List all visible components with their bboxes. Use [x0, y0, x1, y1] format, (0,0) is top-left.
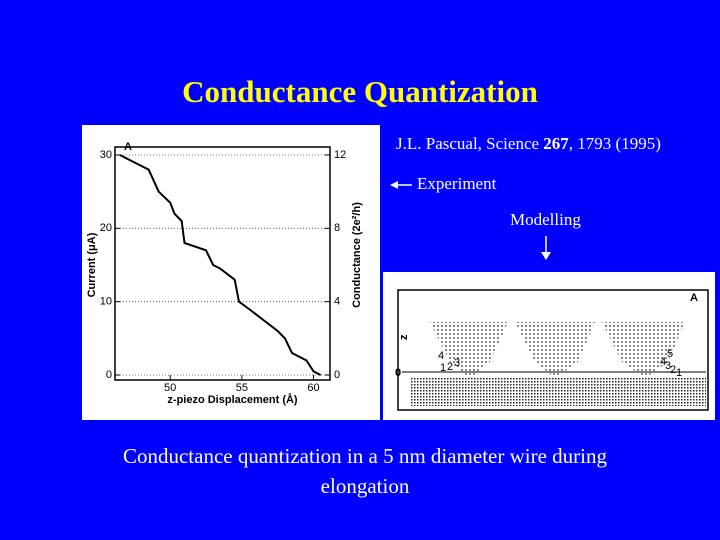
arrow-head: [541, 252, 551, 260]
ref-text: , 1793 (1995): [568, 134, 661, 153]
sim-tip: [430, 322, 508, 378]
sim-number: 3: [454, 357, 460, 369]
modelling-label: Modelling: [510, 210, 581, 229]
sim-tip: [515, 322, 595, 378]
sim-number: 1: [440, 362, 446, 374]
ref-text: J.L. Pascual, Science: [396, 134, 544, 153]
y-tick-label: 30: [100, 149, 112, 161]
sim-zero-label: 0: [395, 367, 401, 379]
y-tick-label: 20: [100, 222, 112, 234]
arrow-head: [390, 181, 398, 189]
sim-number: 4: [660, 356, 666, 368]
sim-frame: [397, 289, 709, 411]
sim-number: 3: [665, 360, 671, 372]
reference: J.L. Pascual, Science 267, 1793 (1995): [396, 134, 661, 154]
sim-number: 4: [438, 350, 444, 362]
x-axis-label: z-piezo Displacement (Å): [167, 393, 298, 406]
sim-number: 1: [676, 367, 682, 379]
ref-volume: 267: [543, 134, 569, 153]
x-tick-label: 55: [236, 382, 248, 394]
y-axis-label: Current (μA): [86, 232, 98, 297]
experiment-label: Experiment: [417, 174, 497, 193]
y2-tick-label: 0: [334, 369, 340, 381]
sim-tip: [602, 322, 685, 378]
panel-label: A: [124, 141, 132, 153]
sim-axis-label: z: [398, 334, 410, 340]
sim-substrate: [410, 378, 706, 406]
x-tick-label: 50: [164, 382, 176, 394]
data-line: [119, 154, 322, 376]
sim-number: 5: [667, 348, 673, 360]
slide-title: Conductance Quantization: [182, 74, 538, 109]
sim-number: 2: [670, 364, 676, 376]
sim-panel-label: A: [690, 292, 698, 304]
sim-number: 2: [447, 361, 453, 373]
y2-tick-label: 12: [334, 149, 346, 161]
y-tick-label: 0: [106, 369, 112, 381]
y-tick-label: 10: [100, 296, 112, 308]
plot-frame: [114, 146, 331, 381]
y2-tick-label: 8: [334, 222, 340, 234]
caption: Conductance quantization in a 5 nm diame…: [122, 444, 607, 468]
x-tick-label: 60: [307, 382, 319, 394]
y2-axis-label: Conductance (2e²/h): [351, 202, 363, 308]
y2-tick-label: 4: [334, 296, 340, 308]
caption: elongation: [320, 474, 410, 498]
